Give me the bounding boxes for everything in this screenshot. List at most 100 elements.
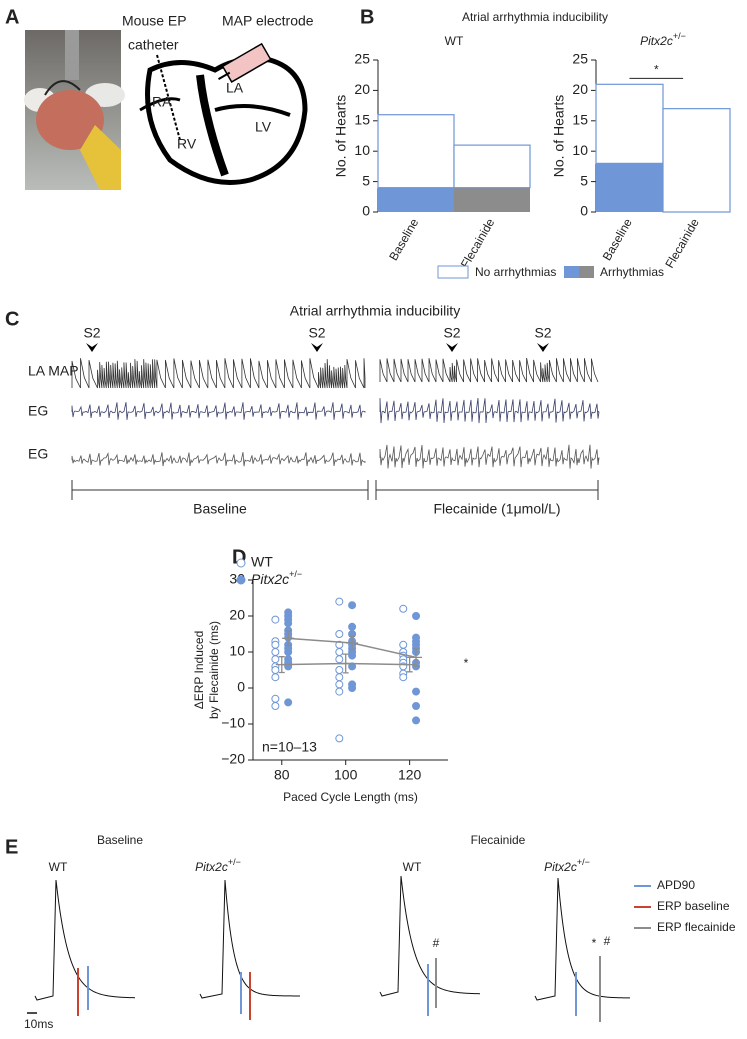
annotation: * xyxy=(654,62,659,76)
error-bar xyxy=(410,648,423,667)
point xyxy=(399,604,408,613)
chamber-label: LV xyxy=(255,119,272,135)
legend-swatch xyxy=(579,266,594,278)
x-tick-label: 100 xyxy=(334,767,358,783)
point xyxy=(335,648,344,656)
y-tick-label: −10 xyxy=(221,715,245,731)
legend-label: Pitx2c+/− xyxy=(251,569,302,586)
stimulus-label: S2 xyxy=(83,325,100,341)
point xyxy=(271,615,280,624)
trace xyxy=(71,452,366,467)
y-axis-label: by Flecainide (ms) xyxy=(207,621,221,719)
significance-mark: * xyxy=(592,936,597,950)
point xyxy=(335,673,344,682)
ap-trace xyxy=(534,877,631,1001)
point xyxy=(399,673,408,682)
genotype-label-main: Pitx2c xyxy=(195,860,228,874)
bar-segment xyxy=(662,108,731,213)
catheter-label: catheter xyxy=(128,37,179,53)
y-tick-label: −20 xyxy=(221,751,245,767)
point xyxy=(348,684,357,692)
legend-label-sup: +/− xyxy=(289,569,302,579)
x-tick-label: Baseline xyxy=(386,216,421,263)
chart-title-sup: +/− xyxy=(673,31,686,41)
note: n=10–13 xyxy=(262,739,317,755)
bar-segment xyxy=(453,144,531,189)
point xyxy=(335,597,344,606)
y-tick-label: 0 xyxy=(580,203,588,219)
point xyxy=(284,619,293,628)
x-tick-label: Flecainide xyxy=(458,216,498,271)
chart-title-main: Pitx2c xyxy=(640,34,673,48)
stimulus-arrow xyxy=(537,343,549,352)
point xyxy=(335,655,344,664)
scale-label: 10ms xyxy=(24,1017,53,1031)
point xyxy=(412,716,421,725)
point xyxy=(348,651,357,660)
point xyxy=(335,630,344,638)
point xyxy=(412,687,421,696)
trace xyxy=(379,357,599,383)
point xyxy=(271,702,280,710)
point xyxy=(412,702,421,710)
row-label: LA MAP xyxy=(28,363,79,379)
chamber-label: LA xyxy=(226,80,244,96)
x-axis-label: Paced Cycle Length (ms) xyxy=(283,790,418,804)
legend-swatch xyxy=(437,265,469,279)
legend-label: WT xyxy=(251,554,273,570)
trace xyxy=(379,398,600,424)
genotype-label-main: Pitx2c xyxy=(544,860,577,874)
chamber-label: RV xyxy=(177,136,197,152)
stimulus-label: S2 xyxy=(534,325,551,341)
condition-label: Flecainide (1μmol/L) xyxy=(433,501,560,517)
condition-label: Baseline xyxy=(193,501,247,517)
point xyxy=(271,694,280,703)
legend-label: APD90 xyxy=(657,878,695,892)
point xyxy=(271,655,280,664)
legend-marker xyxy=(236,558,246,568)
legend-swatch xyxy=(564,266,579,278)
y-tick-label: 25 xyxy=(354,51,370,67)
point xyxy=(335,680,344,689)
error-bar xyxy=(282,630,295,647)
point xyxy=(335,734,344,743)
x-tick-label: 80 xyxy=(274,767,290,783)
genotype-label: Pitx2c+/− xyxy=(544,857,590,874)
panel-label: C xyxy=(5,308,19,330)
point xyxy=(348,601,357,610)
genotype-label-sup: +/− xyxy=(577,857,590,867)
point xyxy=(284,698,293,707)
y-tick-label: 10 xyxy=(229,643,245,659)
condition-label: Baseline xyxy=(97,833,143,847)
legend-label: ERP baseline xyxy=(657,899,730,913)
y-tick-label: 0 xyxy=(237,679,245,695)
y-tick-label: 5 xyxy=(362,172,370,188)
stimulus-label: S2 xyxy=(443,325,460,341)
trace xyxy=(379,444,600,469)
y-tick-label: 0 xyxy=(362,203,370,219)
panel-title: Atrial arrhythmia inducibility xyxy=(290,303,460,319)
point xyxy=(271,640,280,649)
stimulus-arrow xyxy=(311,343,323,352)
point xyxy=(348,622,357,631)
legend-marker xyxy=(236,575,246,585)
row-label: EG xyxy=(28,446,48,462)
y-tick-label: 20 xyxy=(354,81,370,97)
bar-segment xyxy=(595,83,664,164)
error-bar xyxy=(346,635,359,651)
genotype-label-sup: +/− xyxy=(228,857,241,867)
bar-segment xyxy=(454,187,530,212)
bar-segment xyxy=(596,163,663,212)
chart-title: WT xyxy=(445,34,464,48)
chamber-label: RA xyxy=(152,94,172,110)
legend-label: Arrhythmias xyxy=(600,265,664,279)
legend-label-main: Pitx2c xyxy=(251,571,289,587)
genotype-label: Pitx2c+/− xyxy=(195,857,241,874)
y-tick-label: 10 xyxy=(354,142,370,158)
chart-title: Pitx2c+/− xyxy=(640,31,686,48)
y-tick-label: 25 xyxy=(572,51,588,67)
point xyxy=(335,666,344,674)
genotype-label: WT xyxy=(49,860,68,874)
bar-segment xyxy=(377,114,455,189)
